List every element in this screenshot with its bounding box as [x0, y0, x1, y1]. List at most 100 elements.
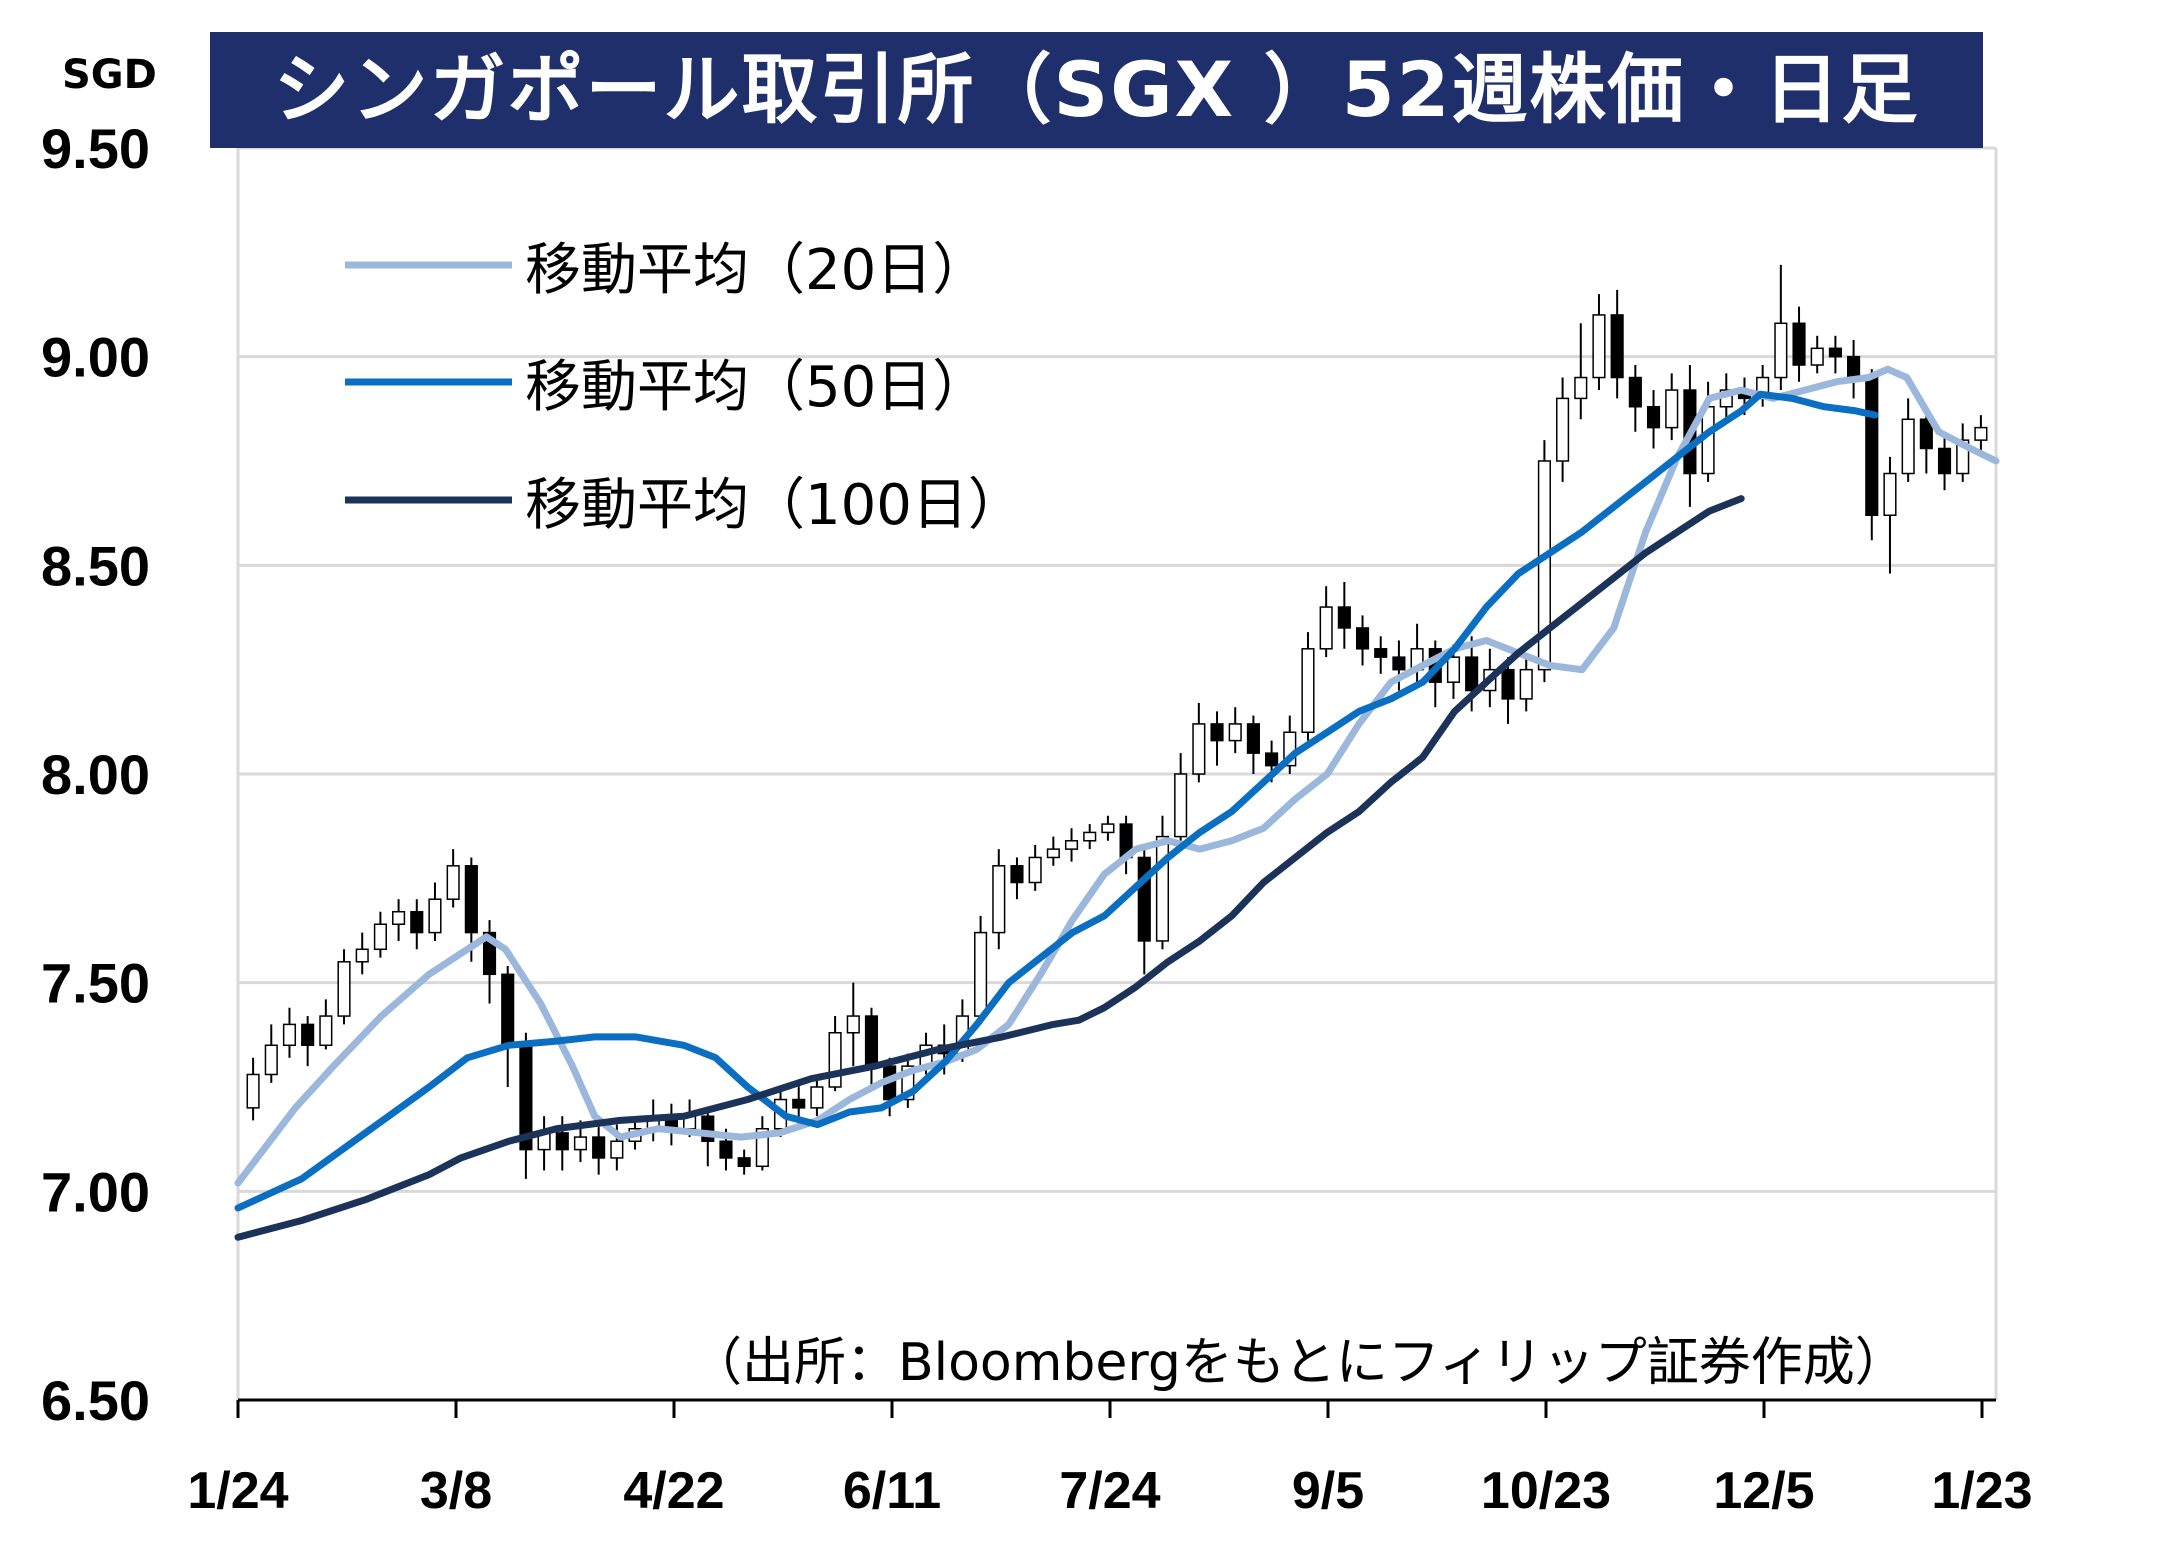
candle-body: [1083, 831, 1097, 842]
y-tick-label: 8.50: [41, 534, 150, 597]
candle-body: [555, 1132, 569, 1151]
candle-body: [719, 1140, 733, 1159]
candle-body: [1865, 376, 1879, 517]
candle-body: [1501, 668, 1515, 700]
candle-body: [1246, 723, 1260, 754]
candle-body: [1937, 447, 1952, 475]
y-tick-label: 7.00: [41, 1160, 150, 1223]
y-tick-label: 9.50: [41, 117, 150, 180]
candle-body: [482, 931, 497, 976]
x-tick-label: 1/23: [1931, 1462, 2032, 1520]
candle-body: [410, 910, 424, 934]
candle-body: [1392, 656, 1406, 671]
candle-body: [1174, 773, 1188, 838]
x-tick-label: 1/24: [187, 1462, 288, 1520]
candle-body: [246, 1073, 260, 1109]
candle-body: [1537, 460, 1551, 671]
title-banner: [210, 32, 1983, 148]
moving-average-lines: [234, 365, 2000, 1241]
candle-body: [1519, 668, 1533, 700]
y-tick-label: 8.00: [41, 743, 150, 806]
candle-body: [1792, 322, 1806, 366]
x-tick-label: 12/5: [1713, 1462, 1814, 1520]
candlesticks: [246, 264, 1988, 1179]
candle-body: [846, 1015, 860, 1034]
candle-body: [901, 1065, 915, 1101]
candle-body: [1828, 347, 1842, 358]
candle-body: [1210, 723, 1224, 742]
x-tick-label: 6/11: [843, 1462, 941, 1520]
candle-body: [1064, 840, 1079, 850]
x-tick-label: 7/24: [1059, 1462, 1160, 1520]
legend-label-ma20: 移動平均（20日）: [525, 238, 989, 303]
candle-body: [1628, 376, 1642, 408]
candle-body: [1919, 418, 1933, 450]
chart-title: シンガポール取引所（SGX ）52週株価・日足: [273, 45, 1920, 134]
candle-body: [828, 1031, 842, 1088]
candle-body: [1155, 835, 1170, 942]
candle-body: [1374, 648, 1388, 658]
candle-body: [501, 973, 515, 1047]
candle-body: [355, 948, 369, 963]
candle-body: [1228, 723, 1242, 742]
candle-body: [864, 1015, 879, 1067]
candle-body: [1847, 355, 1861, 379]
candle-body: [1137, 856, 1151, 942]
candle-body: [1956, 439, 1970, 475]
candle-body: [1010, 865, 1024, 884]
legend-swatches: [345, 261, 512, 504]
candle-body: [792, 1098, 806, 1109]
y-tick-label: 6.50: [41, 1369, 150, 1432]
candle-body: [337, 961, 351, 1017]
candle-body: [1574, 376, 1588, 400]
candle-body: [1337, 606, 1351, 629]
source-note: （出所：Bloombergをもとにフィリップ証券作成）: [690, 1333, 1907, 1393]
candle-body: [1355, 627, 1370, 650]
candle-body: [1883, 472, 1897, 517]
candle-body: [319, 1015, 333, 1047]
candle-body: [1301, 648, 1315, 734]
x-axis-ticks: 1/24 3/8 4/22 6/11 7/24 9/5 10/23 12/5 1/23: [187, 1400, 2033, 1520]
candle-body: [1046, 848, 1060, 859]
axes: [236, 148, 1998, 1402]
candle-body: [446, 865, 460, 900]
candle-body: [1646, 405, 1661, 429]
legend-label-ma100: 移動平均（100日）: [525, 473, 1024, 538]
candle-body: [974, 931, 988, 1017]
candle-body: [1192, 723, 1206, 775]
candle-body: [573, 1136, 588, 1151]
candle-body: [755, 1127, 769, 1168]
x-tick-label: 10/23: [1481, 1462, 1611, 1520]
y-axis-unit: SGD: [62, 52, 157, 98]
candle-body: [1028, 856, 1042, 884]
candle-body: [428, 898, 442, 934]
candle-body: [1665, 389, 1679, 429]
x-tick-label: 4/22: [623, 1462, 724, 1520]
candle-body: [1610, 314, 1624, 379]
candle-body: [1592, 314, 1606, 379]
candle-body: [464, 865, 478, 934]
legend-label-ma50: 移動平均（50日）: [525, 355, 989, 420]
y-axis-ticks: 9.50 9.00 8.50 8.00 7.50 7.00 6.50: [41, 117, 150, 1432]
candle-body: [282, 1023, 297, 1047]
candle-body: [1265, 752, 1279, 767]
candle-body: [701, 1115, 715, 1143]
candle-body: [301, 1023, 315, 1047]
candle-body: [1319, 606, 1333, 650]
candle-body: [264, 1044, 278, 1076]
candle-body: [992, 865, 1006, 934]
candle-body: [810, 1086, 824, 1109]
candle-body: [592, 1136, 606, 1159]
x-tick-label: 3/8: [420, 1462, 492, 1520]
candle-body: [737, 1157, 751, 1168]
y-tick-label: 7.50: [41, 952, 150, 1015]
candle-body: [1810, 347, 1824, 366]
candle-body: [610, 1140, 624, 1159]
candle-body: [1556, 397, 1570, 462]
ma20-line: [234, 365, 2000, 1187]
candle-body: [1101, 823, 1115, 834]
candle-body: [392, 910, 406, 925]
x-tick-label: 9/5: [1292, 1462, 1364, 1520]
y-tick-label: 9.00: [41, 326, 150, 389]
candle-body: [373, 923, 387, 951]
